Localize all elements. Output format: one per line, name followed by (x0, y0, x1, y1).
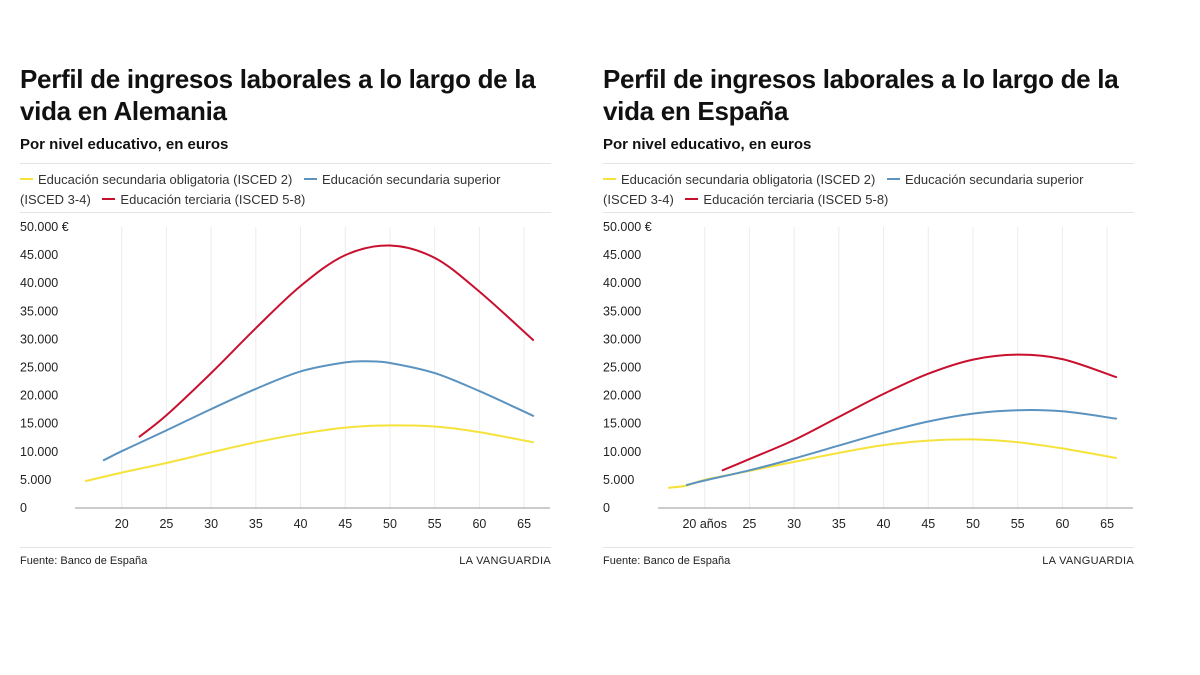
legend-swatch (102, 197, 116, 200)
y-tick-label: 5.000 (603, 473, 634, 487)
x-tick-label: 30 (787, 517, 801, 531)
x-tick-label: 45 (921, 517, 935, 531)
divider (20, 212, 551, 213)
y-tick-label: 50.000 € (20, 220, 69, 234)
legend-label: Educación secundaria obligatoria (ISCED … (621, 172, 876, 187)
source-note: Fuente: Banco de España (603, 555, 731, 567)
series-line (721, 353, 1118, 472)
x-tick-label: 55 (1011, 517, 1025, 531)
line-chart-espana: 0 5.000 10.000 15.000 20.000 25.000 30.000 35.0… (603, 220, 1133, 531)
y-tick-label: 30.000 (603, 332, 641, 346)
legend-label: Educación terciaria (ISCED 5-8) (120, 192, 306, 207)
legend-swatch (886, 177, 900, 180)
x-tick-label: 50 (383, 517, 397, 531)
chart-subtitle: Por nivel educativo, en euros (20, 136, 229, 153)
y-tick-label: 30.000 (20, 332, 58, 346)
y-tick-label: 45.000 (20, 248, 58, 262)
y-tick-label: 25.000 (603, 361, 641, 375)
chart-panel-alemania: Perfil de ingresos laborales a lo largo … (20, 0, 551, 675)
chart-panel-espana: Perfil de ingresos laborales a lo largo … (603, 0, 1134, 675)
x-tick-label: 35 (832, 517, 846, 531)
series-line (102, 360, 535, 462)
x-tick-label: 50 (966, 517, 980, 531)
y-tick-label: 40.000 (20, 276, 58, 290)
brand-logo-text: LA VANGUARDIA (1042, 555, 1134, 567)
source-note: Fuente: Banco de España (20, 555, 148, 567)
chart-subtitle: Por nivel educativo, en euros (603, 136, 812, 153)
legend-item: Educación secundaria superior (ISCED 3-4… (20, 172, 500, 207)
legend: Educación secundaria obligatoria (ISCED … (603, 170, 1123, 210)
legend-label: Educación terciaria (ISCED 5-8) (703, 192, 889, 207)
x-tick-label: 65 (1100, 517, 1114, 531)
x-tick-label: 55 (428, 517, 442, 531)
x-tick-label: 60 (1055, 517, 1069, 531)
legend-label: Educación secundaria superior (ISCED 3-4… (603, 172, 1084, 207)
divider (603, 547, 1134, 548)
divider (20, 547, 551, 548)
legend-label: Educación secundaria superior (ISCED 3-4… (20, 172, 501, 207)
y-tick-label: 25.000 (20, 361, 58, 375)
y-tick-label: 0 (20, 501, 27, 515)
y-tick-label: 35.000 (20, 304, 58, 318)
y-tick-label: 10.000 (20, 445, 58, 459)
series-line (84, 424, 535, 482)
legend-label: Educación secundaria obligatoria (ISCED … (38, 172, 293, 187)
y-tick-label: 35.000 (603, 304, 641, 318)
legend: Educación secundaria obligatoria (ISCED … (20, 170, 540, 210)
y-tick-label: 50.000 € (603, 220, 652, 234)
legend-item: Educación secundaria superior (ISCED 3-4… (603, 172, 1083, 207)
series-line (138, 244, 535, 438)
y-tick-label: 40.000 (603, 276, 641, 290)
x-tick-label: 30 (204, 517, 218, 531)
y-tick-label: 20.000 (20, 389, 58, 403)
x-tick-label: 25 (159, 517, 173, 531)
chart-title: Perfil de ingresos laborales a lo largo … (603, 64, 1119, 126)
x-tick-label: 40 (877, 517, 891, 531)
x-tick-label: 60 (472, 517, 486, 531)
series-line (667, 438, 1118, 489)
legend-item: Educación secundaria obligatoria (ISCED … (603, 172, 875, 187)
y-tick-label: 45.000 (603, 248, 641, 262)
x-tick-label: 20 (115, 517, 129, 531)
x-tick-label: 40 (294, 517, 308, 531)
series-line (685, 409, 1118, 486)
divider (603, 163, 1134, 164)
divider (603, 212, 1134, 213)
legend-swatch (685, 197, 699, 200)
x-tick-label: 45 (338, 517, 352, 531)
y-tick-label: 20.000 (603, 389, 641, 403)
legend-swatch (20, 177, 33, 180)
divider (20, 163, 551, 164)
legend-swatch (303, 177, 317, 180)
y-tick-label: 15.000 (20, 417, 58, 431)
y-tick-label: 10.000 (603, 445, 641, 459)
legend-item: Educación terciaria (ISCED 5-8) (102, 192, 305, 207)
y-tick-label: 0 (603, 501, 610, 515)
y-tick-label: 15.000 (603, 417, 641, 431)
x-tick-label: 35 (249, 517, 263, 531)
x-tick-label: 20 años (682, 517, 726, 531)
legend-item: Educación terciaria (ISCED 5-8) (685, 192, 888, 207)
y-tick-label: 5.000 (20, 473, 51, 487)
x-tick-label: 65 (517, 517, 531, 531)
brand-logo-text: LA VANGUARDIA (459, 555, 551, 567)
line-chart-alemania: 0 5.000 10.000 15.000 20.000 25.000 30.000 35.0… (20, 220, 550, 531)
legend-item: Educación secundaria obligatoria (ISCED … (20, 172, 292, 187)
chart-title: Perfil de ingresos laborales a lo largo … (20, 64, 536, 126)
legend-swatch (603, 177, 616, 180)
x-tick-label: 25 (742, 517, 756, 531)
